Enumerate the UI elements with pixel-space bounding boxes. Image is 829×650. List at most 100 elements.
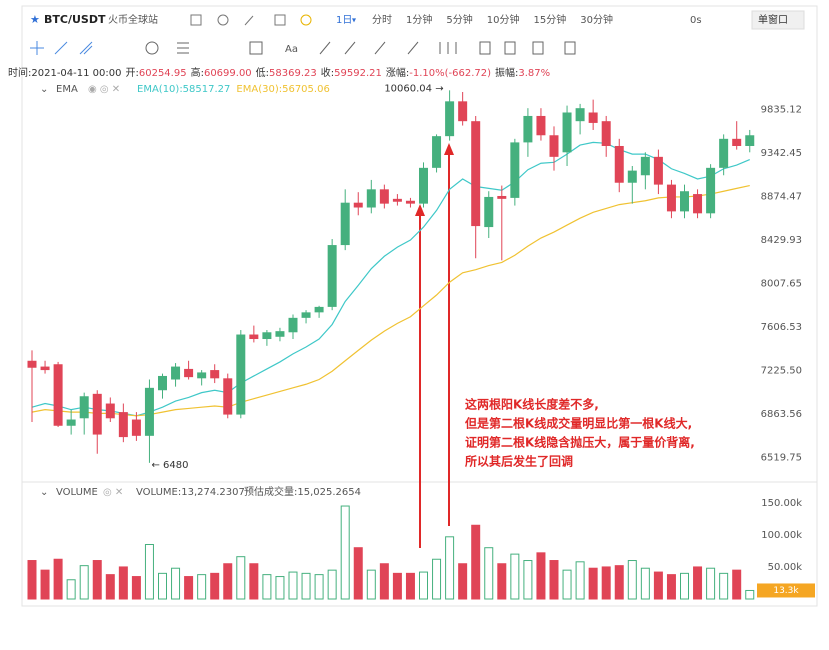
volume-bar <box>497 563 507 600</box>
volume-bar <box>262 574 272 600</box>
interval[interactable]: 15分钟 <box>533 13 566 26</box>
y-tick-label: 9342.45 <box>761 148 802 159</box>
candle-body <box>562 112 572 153</box>
volume-bar <box>666 574 676 600</box>
interval[interactable]: 分时 <box>372 14 392 26</box>
volume-bar <box>719 572 729 600</box>
candle-body <box>27 360 37 368</box>
candle-body <box>510 142 520 198</box>
symbol[interactable]: BTC/USDT <box>44 13 106 26</box>
candle-body <box>666 184 676 212</box>
candle-body <box>53 364 63 426</box>
volume-bar <box>379 563 389 600</box>
y-tick-label: 8874.47 <box>761 192 802 203</box>
candle-body <box>575 108 585 122</box>
indicator: EMA <box>56 84 78 95</box>
info-label: 开: <box>125 68 138 79</box>
volume-bar <box>536 552 546 600</box>
annotation: 但是第二根K线成交量明显比第一根K线大, <box>464 416 692 431</box>
period[interactable]: 1日 <box>336 15 352 26</box>
annotation: 这两根阳K线长度差不多, <box>465 397 599 412</box>
volume-bar <box>405 572 415 600</box>
volume-bar <box>693 566 703 600</box>
volume-bar <box>92 560 102 600</box>
y-tick-label: 100.00k <box>761 530 802 541</box>
volume-bar <box>53 558 63 600</box>
info-label: 振幅: <box>495 66 518 79</box>
volume-bar <box>732 569 742 600</box>
volume-bar <box>131 576 141 600</box>
candle-body <box>327 245 337 307</box>
volume-bar <box>118 566 128 600</box>
legend-entry: EMA(30):56705.06 <box>236 84 329 95</box>
window-button[interactable] <box>751 10 805 30</box>
info-label: 低: <box>256 66 269 79</box>
candle-body <box>719 138 729 168</box>
volume-estimate: 预估成交量:15,025.2654 <box>244 485 361 498</box>
volume-bar <box>158 572 167 600</box>
candle-body <box>640 156 650 176</box>
volume-bar <box>275 576 285 600</box>
high-label: 10060.04 → <box>384 83 443 94</box>
candle-body <box>419 167 428 204</box>
candle-body <box>275 331 285 337</box>
volume-bar <box>484 547 494 600</box>
volume-bar <box>627 560 637 600</box>
timer: 0s <box>690 15 702 26</box>
candle-body <box>197 372 207 379</box>
candle-body <box>210 370 220 379</box>
volume-bar <box>653 571 663 600</box>
candle-body <box>353 202 363 208</box>
volume-bar <box>445 536 455 600</box>
candle-body <box>627 170 637 183</box>
candle-body <box>484 196 494 228</box>
candle-body <box>432 136 442 168</box>
candle-body <box>614 145 624 183</box>
volume-bar <box>419 571 428 600</box>
candle-body <box>158 375 167 391</box>
interval[interactable]: 30分钟 <box>580 13 613 26</box>
star: ★ <box>30 13 40 26</box>
volume-bar <box>340 505 350 600</box>
volume-bar <box>105 574 115 600</box>
y-tick-label: 50.00k <box>768 562 803 573</box>
volume-bar <box>680 572 689 600</box>
volume-bar <box>144 544 154 600</box>
tool-text[interactable]: Aa <box>285 44 298 55</box>
indicator-icons[interactable]: ◉ ◎ ✕ <box>88 84 120 95</box>
candle-body <box>745 135 755 146</box>
y-tick-label: 8429.93 <box>761 235 802 246</box>
y-tick-label: 6863.56 <box>761 409 802 420</box>
volume-bar <box>458 563 468 600</box>
vol-prefix: ⌄ <box>40 487 48 498</box>
window[interactable]: 单窗口 <box>758 13 788 26</box>
volume-bar <box>197 574 207 600</box>
candle-body <box>549 135 559 157</box>
y-tick-label: 8007.65 <box>761 279 802 290</box>
candle-body <box>79 396 89 419</box>
interval[interactable]: 5分钟 <box>446 13 472 26</box>
volume-bar <box>640 567 650 600</box>
interval[interactable]: 1分钟 <box>406 13 432 26</box>
info-label: 涨幅: <box>386 66 409 79</box>
candle-body <box>118 412 128 438</box>
candle-body <box>184 368 194 378</box>
candle-body <box>223 378 233 415</box>
info-value: -1.10%(-662.72) <box>409 68 491 79</box>
volume-bar <box>184 576 194 600</box>
volume-bar <box>288 571 298 600</box>
candle-body <box>445 101 455 137</box>
vol-icons[interactable]: ◎ ✕ <box>103 487 123 498</box>
candle-body <box>236 334 246 415</box>
info-label: 高: <box>191 66 204 79</box>
volume-bar <box>171 567 181 600</box>
interval[interactable]: 10分钟 <box>487 13 520 26</box>
candle-body <box>105 403 115 419</box>
candle-body <box>66 419 76 426</box>
candle-body <box>497 195 507 199</box>
low-label: ← 6480 <box>151 460 188 471</box>
candle-body <box>588 112 598 123</box>
ema-label-prefix: ⌄ <box>40 84 48 95</box>
annotation: 证明第二根K线隐含抛压大，属于量价背离, <box>465 435 695 450</box>
